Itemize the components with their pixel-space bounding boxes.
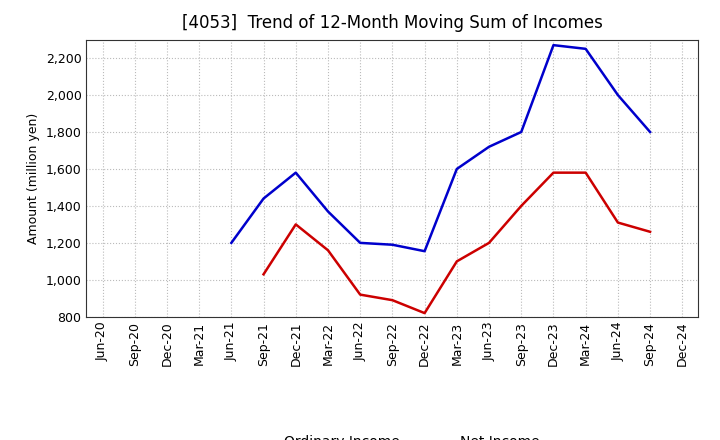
Line: Net Income: Net Income bbox=[264, 172, 650, 313]
Title: [4053]  Trend of 12-Month Moving Sum of Incomes: [4053] Trend of 12-Month Moving Sum of I… bbox=[182, 15, 603, 33]
Net Income bbox=[356, 292, 364, 297]
Net Income bbox=[420, 311, 429, 316]
Line: Ordinary Income: Ordinary Income bbox=[231, 45, 650, 251]
Net Income bbox=[259, 271, 268, 277]
Net Income bbox=[517, 203, 526, 209]
Net Income bbox=[324, 248, 333, 253]
Ordinary Income bbox=[646, 129, 654, 135]
Ordinary Income bbox=[485, 144, 493, 150]
Ordinary Income bbox=[420, 249, 429, 254]
Ordinary Income bbox=[549, 43, 558, 48]
Ordinary Income bbox=[324, 209, 333, 214]
Ordinary Income bbox=[581, 46, 590, 51]
Ordinary Income bbox=[613, 92, 622, 98]
Net Income bbox=[292, 222, 300, 227]
Net Income bbox=[646, 229, 654, 235]
Ordinary Income bbox=[356, 240, 364, 246]
Net Income bbox=[452, 259, 461, 264]
Ordinary Income bbox=[452, 166, 461, 172]
Ordinary Income bbox=[517, 129, 526, 135]
Y-axis label: Amount (million yen): Amount (million yen) bbox=[27, 113, 40, 244]
Legend: Ordinary Income, Net Income: Ordinary Income, Net Income bbox=[240, 429, 545, 440]
Ordinary Income bbox=[227, 240, 235, 246]
Ordinary Income bbox=[292, 170, 300, 175]
Net Income bbox=[485, 240, 493, 246]
Net Income bbox=[581, 170, 590, 175]
Net Income bbox=[549, 170, 558, 175]
Net Income bbox=[388, 297, 397, 303]
Ordinary Income bbox=[259, 196, 268, 201]
Ordinary Income bbox=[388, 242, 397, 247]
Net Income bbox=[613, 220, 622, 225]
